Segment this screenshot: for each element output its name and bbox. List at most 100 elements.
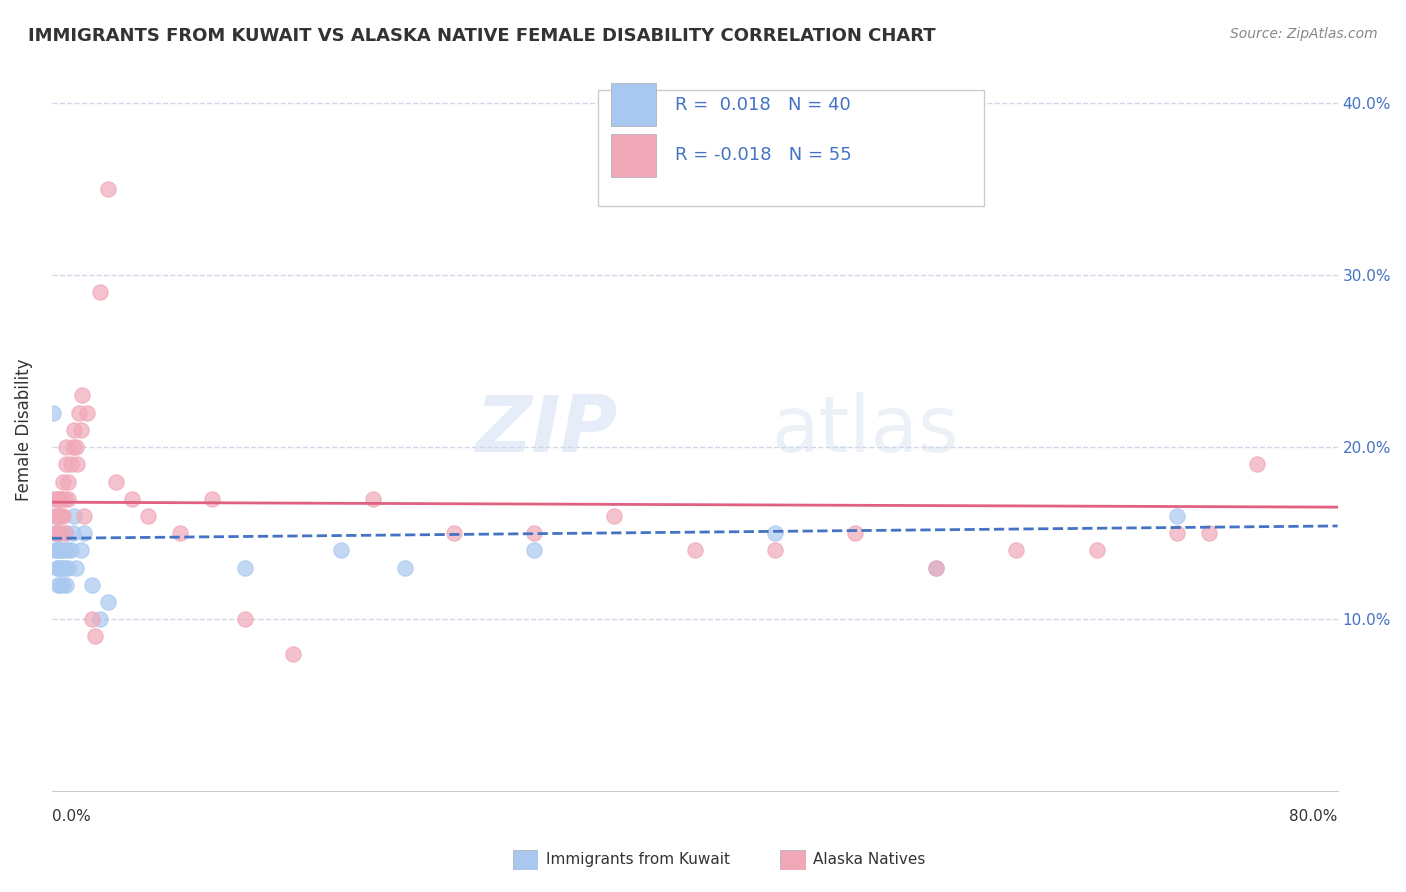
Point xyxy=(46,508,69,523)
Point xyxy=(53,560,76,574)
Point xyxy=(65,440,87,454)
Point xyxy=(76,406,98,420)
Point xyxy=(233,560,256,574)
Point xyxy=(45,526,67,541)
Point xyxy=(56,475,79,489)
Point xyxy=(925,560,948,574)
Point xyxy=(45,560,67,574)
Point xyxy=(60,543,83,558)
Point xyxy=(763,543,786,558)
Point xyxy=(73,526,96,541)
Text: 0.0%: 0.0% xyxy=(52,809,90,824)
Point xyxy=(56,543,79,558)
Point xyxy=(62,440,84,454)
Point xyxy=(69,543,91,558)
Point xyxy=(84,629,107,643)
Point xyxy=(1005,543,1028,558)
Point xyxy=(89,612,111,626)
Point xyxy=(73,508,96,523)
Point xyxy=(55,458,77,472)
Point xyxy=(330,543,353,558)
Point xyxy=(169,526,191,541)
Point xyxy=(46,491,69,506)
Point xyxy=(394,560,416,574)
Point xyxy=(1166,508,1188,523)
Point xyxy=(46,578,69,592)
Point xyxy=(65,560,87,574)
Point xyxy=(66,458,89,472)
Point xyxy=(80,578,103,592)
Point xyxy=(55,440,77,454)
FancyBboxPatch shape xyxy=(612,134,657,177)
FancyBboxPatch shape xyxy=(598,90,984,206)
Point xyxy=(603,508,626,523)
Point xyxy=(44,526,66,541)
Point xyxy=(51,491,73,506)
Point xyxy=(523,526,546,541)
Point xyxy=(63,508,86,523)
Point xyxy=(1246,458,1268,472)
Point xyxy=(44,543,66,558)
Point xyxy=(89,285,111,300)
Point xyxy=(97,182,120,196)
Point xyxy=(69,423,91,437)
Point xyxy=(1085,543,1108,558)
Point xyxy=(53,543,76,558)
Point xyxy=(844,526,866,541)
Point xyxy=(42,491,65,506)
Point xyxy=(46,526,69,541)
Point xyxy=(52,508,75,523)
Point xyxy=(105,475,128,489)
Point xyxy=(56,491,79,506)
Point xyxy=(49,491,72,506)
Point xyxy=(44,508,66,523)
Point xyxy=(51,543,73,558)
Point xyxy=(97,595,120,609)
Point xyxy=(63,423,86,437)
Point xyxy=(45,543,67,558)
Point xyxy=(55,578,77,592)
Point xyxy=(233,612,256,626)
Point xyxy=(49,578,72,592)
Point xyxy=(52,560,75,574)
Point xyxy=(45,508,67,523)
Point xyxy=(1166,526,1188,541)
Point xyxy=(49,543,72,558)
Point xyxy=(56,560,79,574)
Text: Alaska Natives: Alaska Natives xyxy=(813,853,925,867)
Point xyxy=(49,526,72,541)
Point xyxy=(46,526,69,541)
Text: Immigrants from Kuwait: Immigrants from Kuwait xyxy=(546,853,730,867)
Point xyxy=(523,543,546,558)
Point xyxy=(62,526,84,541)
Point xyxy=(201,491,224,506)
Point xyxy=(49,560,72,574)
Point xyxy=(925,560,948,574)
Point xyxy=(683,543,706,558)
Text: atlas: atlas xyxy=(772,392,959,468)
Text: ZIP: ZIP xyxy=(475,392,617,468)
Text: R = -0.018   N = 55: R = -0.018 N = 55 xyxy=(675,146,852,164)
Point xyxy=(55,526,77,541)
Point xyxy=(136,508,159,523)
Text: 80.0%: 80.0% xyxy=(1289,809,1337,824)
Point xyxy=(51,508,73,523)
Point xyxy=(49,508,72,523)
Text: R =  0.018   N = 40: R = 0.018 N = 40 xyxy=(675,95,851,113)
Point xyxy=(763,526,786,541)
Point xyxy=(361,491,384,506)
Point xyxy=(53,491,76,506)
Point xyxy=(121,491,143,506)
Point xyxy=(281,647,304,661)
Point xyxy=(52,578,75,592)
Text: IMMIGRANTS FROM KUWAIT VS ALASKA NATIVE FEMALE DISABILITY CORRELATION CHART: IMMIGRANTS FROM KUWAIT VS ALASKA NATIVE … xyxy=(28,27,936,45)
Point xyxy=(46,560,69,574)
Point xyxy=(45,491,67,506)
Point xyxy=(52,475,75,489)
Point xyxy=(46,543,69,558)
Point xyxy=(1198,526,1220,541)
Point xyxy=(72,388,94,402)
Y-axis label: Female Disability: Female Disability xyxy=(15,359,32,501)
Point xyxy=(53,526,76,541)
Point xyxy=(44,526,66,541)
